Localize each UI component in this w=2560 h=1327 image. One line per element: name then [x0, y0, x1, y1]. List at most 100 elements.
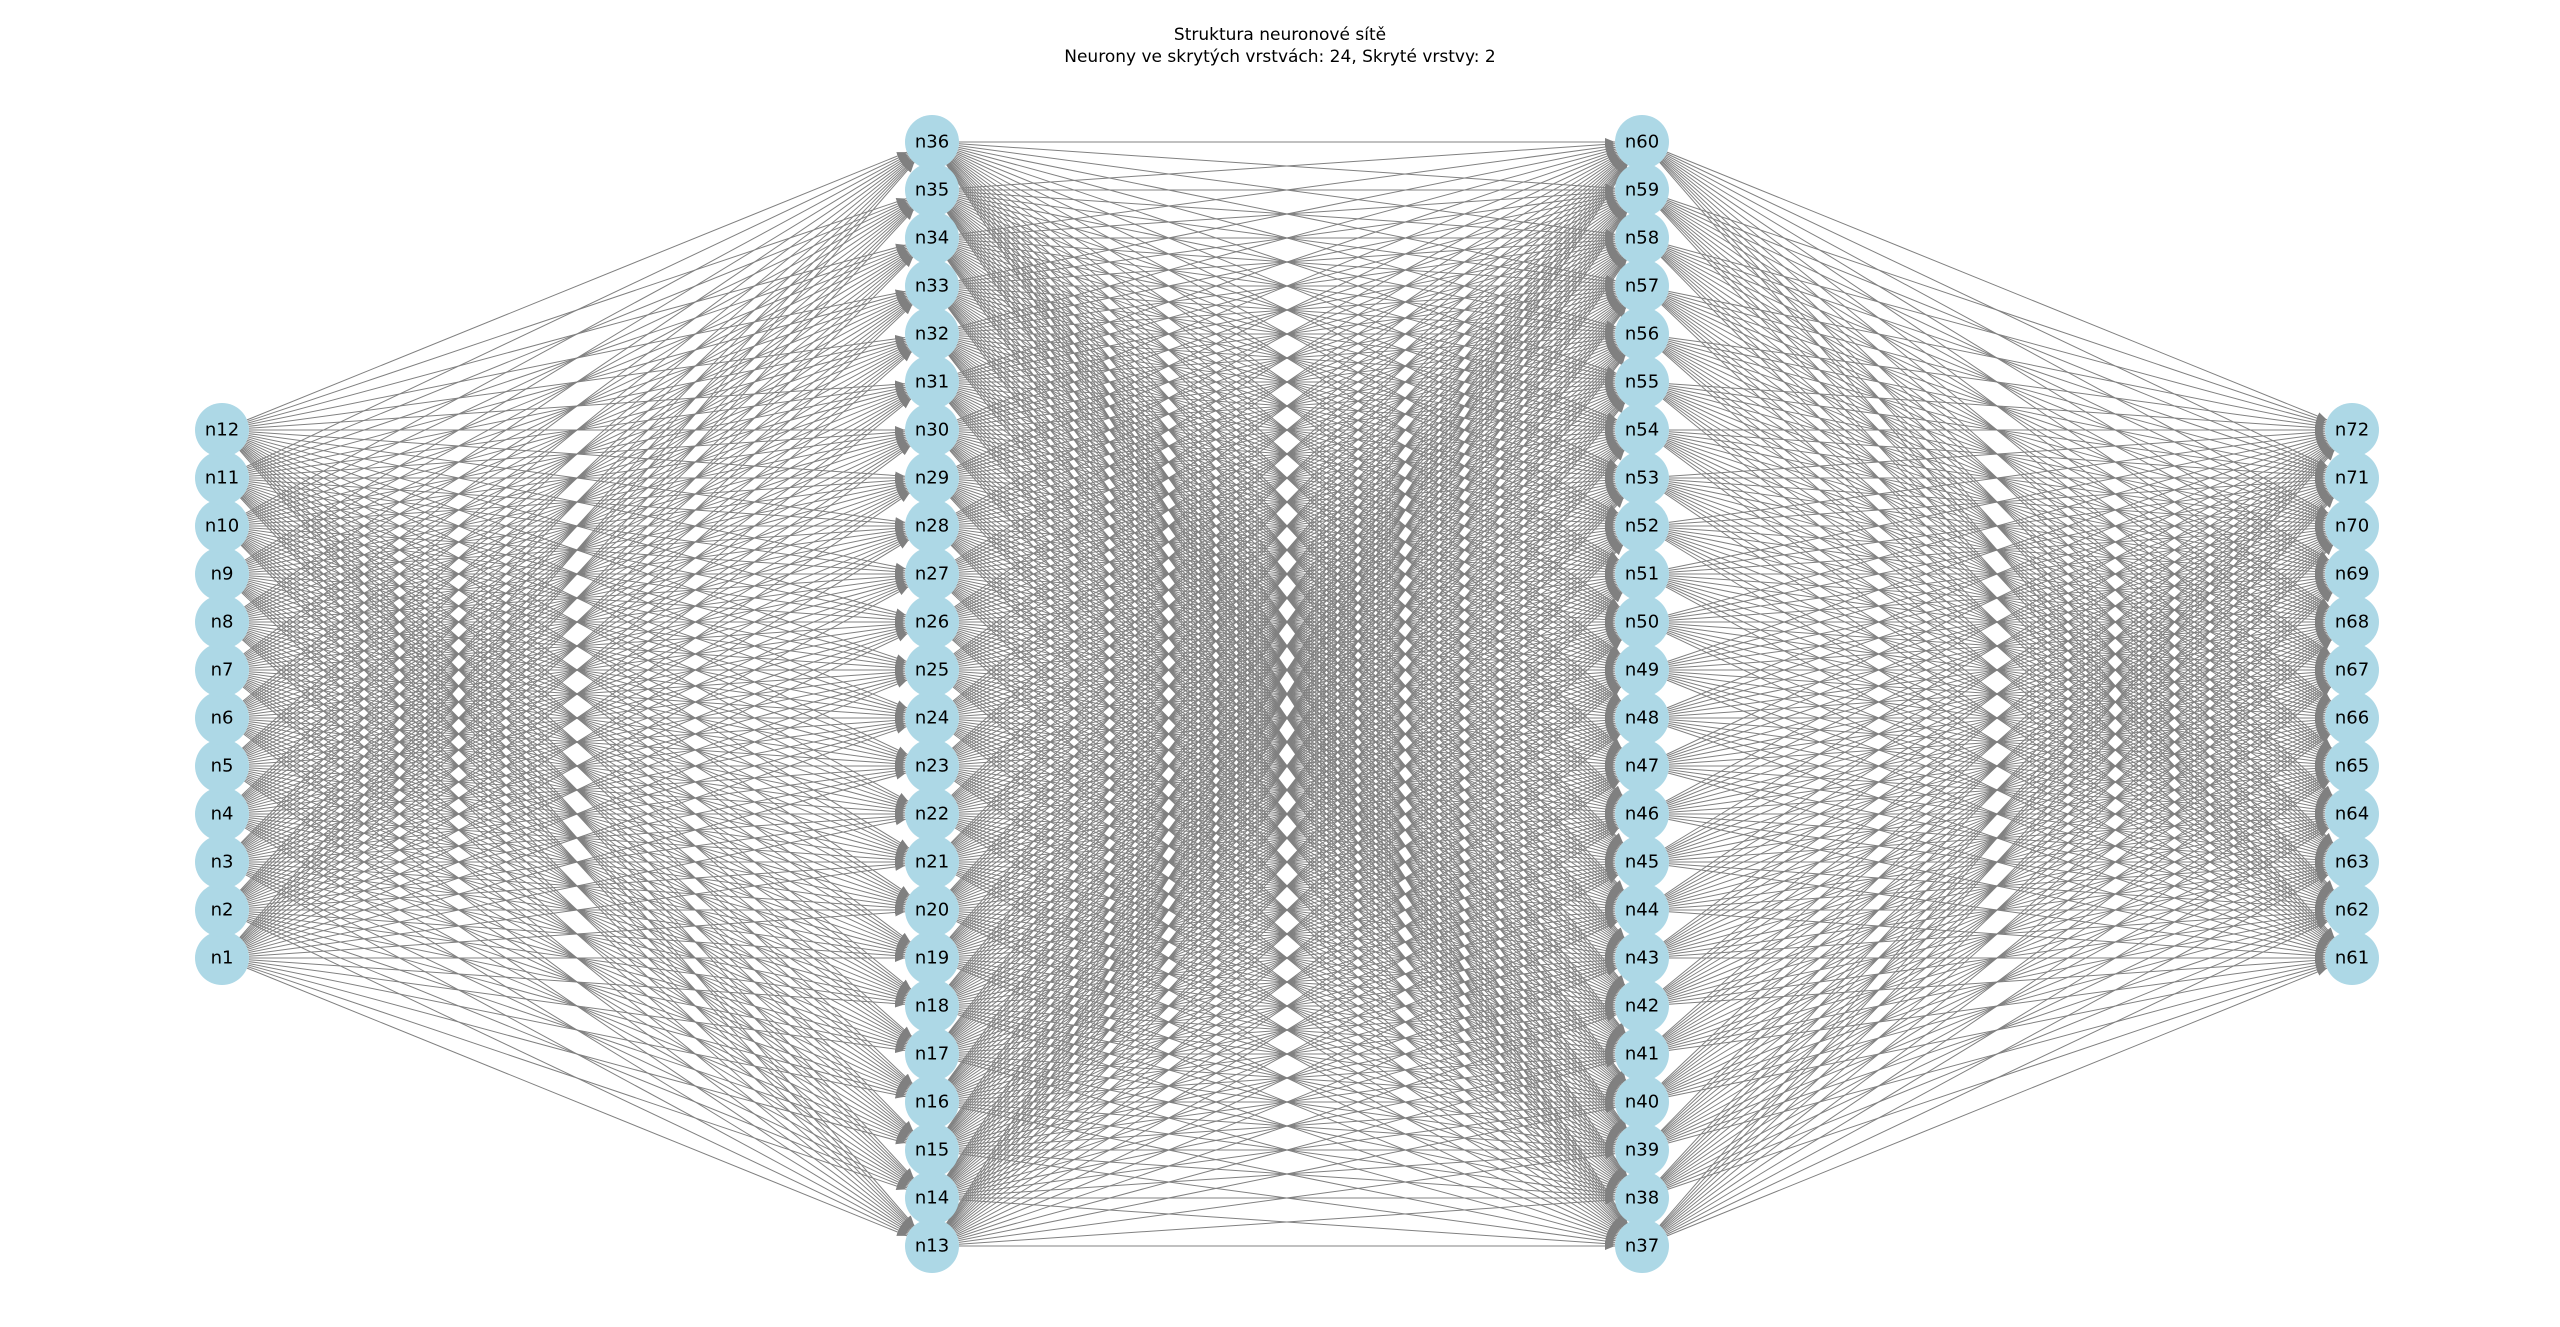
edge-n36-n50 [954, 156, 1620, 608]
node-n26: n26 [905, 595, 959, 649]
node-n34: n34 [905, 211, 959, 265]
node-label: n71 [2335, 468, 2369, 489]
node-circle [905, 211, 959, 265]
node-n51: n51 [1615, 547, 1669, 601]
node-circle [1615, 211, 1669, 265]
node-label: n60 [1625, 132, 1659, 153]
edge-n12-n18 [242, 446, 912, 990]
node-n23: n23 [905, 739, 959, 793]
node-n8: n8 [195, 595, 249, 649]
node-circle [1615, 1075, 1669, 1129]
node-circle [1615, 163, 1669, 217]
node-n2: n2 [195, 883, 249, 937]
edge-n36-n53 [956, 153, 1618, 467]
node-circle [195, 499, 249, 553]
node-label: n50 [1625, 612, 1659, 633]
node-circle [905, 115, 959, 169]
node-circle [1615, 1027, 1669, 1081]
node-circle [905, 739, 959, 793]
node-n38: n38 [1615, 1171, 1669, 1225]
edge-n9-n13 [241, 592, 913, 1228]
node-circle [905, 931, 959, 985]
node-label: n4 [211, 804, 234, 825]
node-circle [905, 787, 959, 841]
node-label: n24 [915, 708, 949, 729]
node-circle [195, 643, 249, 697]
edge-n32-n37 [948, 354, 1626, 1226]
node-n7: n7 [195, 643, 249, 697]
node-n5: n5 [195, 739, 249, 793]
edge-n45-n61 [1668, 865, 2326, 958]
edge-n12-n17 [241, 447, 913, 1037]
node-n67: n67 [2325, 643, 2379, 697]
node-label: n15 [915, 1140, 949, 1161]
node-circle [195, 931, 249, 985]
node-label: n65 [2335, 756, 2369, 777]
edge-n60-n64 [1661, 160, 2333, 796]
node-n54: n54 [1615, 403, 1669, 457]
node-label: n17 [915, 1044, 949, 1065]
node-n70: n70 [2325, 499, 2379, 553]
node-label: n62 [2335, 900, 2369, 921]
node-n20: n20 [905, 883, 959, 937]
edge-n12-n26 [247, 436, 907, 617]
node-label: n46 [1625, 804, 1659, 825]
node-label: n13 [915, 1236, 949, 1257]
node-label: n10 [205, 516, 239, 537]
node-n13: n13 [905, 1219, 959, 1273]
node-circle [905, 547, 959, 601]
node-label: n28 [915, 516, 949, 537]
node-label: n61 [2335, 948, 2369, 969]
edge-n3-n13 [245, 874, 909, 1234]
node-label: n20 [915, 900, 949, 921]
node-circle [1615, 1171, 1669, 1225]
edge-n47-n61 [1667, 772, 2327, 953]
node-circle [905, 1123, 959, 1177]
node-circle [2325, 595, 2379, 649]
node-circle [1615, 499, 1669, 553]
node-circle [2325, 883, 2379, 937]
edge-n27-n37 [951, 592, 1623, 1228]
node-label: n63 [2335, 852, 2369, 873]
node-label: n43 [1625, 948, 1659, 969]
node-label: n47 [1625, 756, 1659, 777]
edge-n36-n37 [946, 164, 1628, 1224]
node-circle [1615, 883, 1669, 937]
node-circle [1615, 691, 1669, 745]
node-n40: n40 [1615, 1075, 1669, 1129]
node-label: n18 [915, 996, 949, 1017]
node-label: n58 [1625, 228, 1659, 249]
node-label: n38 [1625, 1188, 1659, 1209]
node-label: n30 [915, 420, 949, 441]
node-label: n22 [915, 804, 949, 825]
node-n31: n31 [905, 355, 959, 409]
edge-n36-n38 [946, 164, 1628, 1176]
node-label: n42 [1625, 996, 1659, 1017]
node-n72: n72 [2325, 403, 2379, 457]
edge-n18-n37 [957, 1014, 1617, 1238]
node-label: n41 [1625, 1044, 1659, 1065]
edge-n29-n37 [949, 497, 1625, 1227]
node-label: n51 [1625, 564, 1659, 585]
edge-n60-n70 [1665, 154, 2329, 514]
node-n61: n61 [2325, 931, 2379, 985]
node-n44: n44 [1615, 883, 1669, 937]
node-circle [905, 499, 959, 553]
node-circle [1615, 595, 1669, 649]
node-n56: n56 [1615, 307, 1669, 361]
edge-n5-n13 [244, 780, 910, 1232]
node-label: n7 [211, 660, 234, 681]
edge-n36-n47 [951, 159, 1623, 749]
node-n66: n66 [2325, 691, 2379, 745]
node-circle [195, 835, 249, 889]
node-label: n66 [2335, 708, 2369, 729]
node-n32: n32 [905, 307, 959, 361]
node-n28: n28 [905, 499, 959, 553]
edge-n16-n37 [958, 1106, 1616, 1243]
node-n59: n59 [1615, 163, 1669, 217]
node-n62: n62 [2325, 883, 2379, 937]
edge-n12-n16 [241, 448, 913, 1084]
node-label: n39 [1625, 1140, 1659, 1161]
edge-n36-n49 [953, 157, 1621, 655]
